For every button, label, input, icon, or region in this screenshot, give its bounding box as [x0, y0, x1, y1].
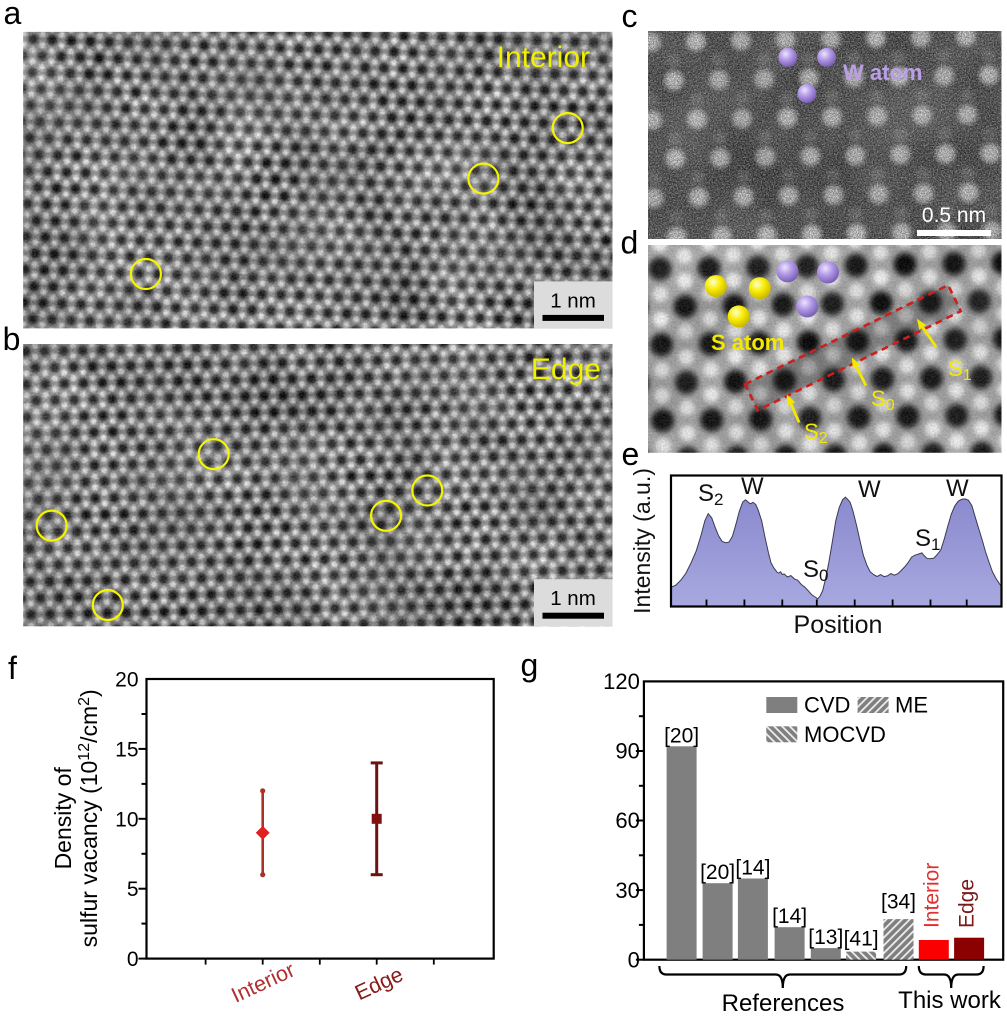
svg-text:b: b — [3, 321, 21, 357]
svg-text:CVD: CVD — [804, 693, 850, 718]
svg-text:Density of: Density of — [50, 767, 76, 870]
svg-text:References: References — [722, 990, 845, 1016]
svg-text:ME: ME — [895, 693, 928, 718]
svg-text:d: d — [621, 225, 639, 261]
svg-text:W: W — [741, 473, 764, 500]
svg-text:W atom: W atom — [843, 60, 922, 85]
svg-text:0: 0 — [628, 947, 640, 972]
svg-text:This work: This work — [898, 987, 1002, 1014]
svg-text:W: W — [858, 476, 881, 503]
svg-text:g: g — [521, 647, 539, 683]
svg-text:Edge: Edge — [956, 879, 979, 928]
svg-text:120: 120 — [603, 669, 640, 694]
svg-text:1 nm: 1 nm — [550, 587, 596, 610]
svg-text:15: 15 — [115, 738, 138, 761]
svg-text:5: 5 — [127, 878, 139, 901]
svg-text:f: f — [8, 650, 17, 686]
svg-text:W: W — [946, 475, 969, 502]
svg-text:[14]: [14] — [735, 857, 770, 880]
svg-text:[14]: [14] — [772, 905, 807, 928]
svg-text:MOCVD: MOCVD — [804, 722, 886, 747]
svg-text:[34]: [34] — [881, 891, 916, 914]
svg-text:0.5 nm: 0.5 nm — [922, 204, 986, 227]
svg-text:20: 20 — [115, 669, 138, 692]
svg-text:10: 10 — [115, 808, 138, 831]
svg-text:Interior: Interior — [921, 863, 944, 928]
svg-text:S atom: S atom — [711, 330, 784, 355]
svg-text:60: 60 — [615, 808, 639, 833]
svg-text:[41]: [41] — [844, 928, 879, 951]
svg-text:[20]: [20] — [700, 861, 735, 884]
svg-text:1 nm: 1 nm — [550, 289, 596, 312]
svg-text:c: c — [622, 0, 638, 34]
svg-text:Intensity (a.u.): Intensity (a.u.) — [629, 468, 655, 614]
svg-text:a: a — [4, 0, 22, 31]
svg-text:[20]: [20] — [664, 724, 699, 747]
svg-text:Interior: Interior — [497, 41, 590, 74]
svg-text:e: e — [622, 436, 640, 472]
svg-text:90: 90 — [615, 739, 639, 764]
svg-text:0: 0 — [127, 948, 139, 971]
svg-text:[13]: [13] — [808, 926, 843, 949]
svg-text:Edge: Edge — [531, 353, 601, 386]
svg-text:sulfur vacancy (1012/cm2): sulfur vacancy (1012/cm2) — [76, 689, 102, 947]
svg-text:Position: Position — [794, 611, 883, 639]
svg-text:30: 30 — [615, 878, 639, 903]
